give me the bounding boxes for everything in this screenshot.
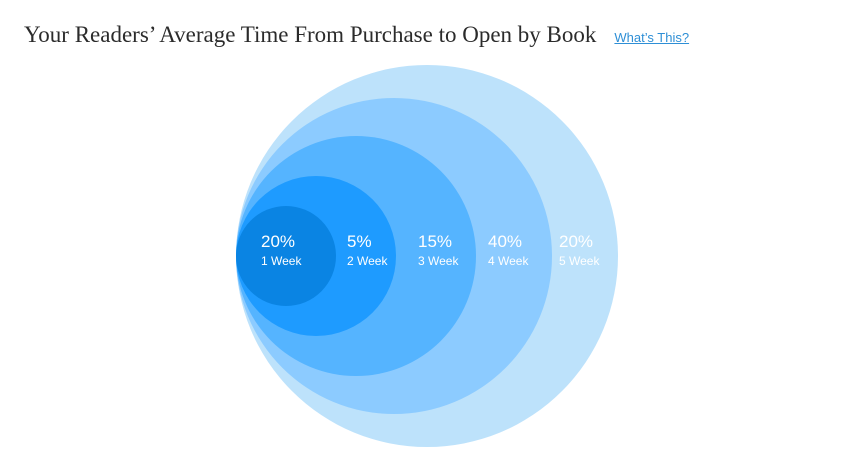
value-label-2-week: 5%: [347, 232, 372, 251]
label-layer: 20% 1 Week 5% 2 Week 15% 3 Week 40% 4 Week 20% 5 …: [261, 232, 600, 268]
value-label-4-week: 40%: [488, 232, 522, 251]
value-label-3-week: 15%: [418, 232, 452, 251]
chart-header: Your Readers’ Average Time From Purchase…: [24, 22, 689, 48]
circle-1-week: [236, 206, 336, 306]
whats-this-link[interactable]: What’s This?: [614, 30, 690, 45]
category-label-4-week: 4 Week: [488, 254, 529, 268]
chart-title: Your Readers’ Average Time From Purchase…: [24, 22, 597, 47]
category-label-1-week: 1 Week: [261, 254, 302, 268]
category-label-5-week: 5 Week: [559, 254, 600, 268]
value-label-1-week: 20%: [261, 232, 295, 251]
category-label-2-week: 2 Week: [347, 254, 388, 268]
circle-layer: [236, 65, 618, 447]
value-label-5-week: 20%: [559, 232, 593, 251]
category-label-3-week: 3 Week: [418, 254, 459, 268]
